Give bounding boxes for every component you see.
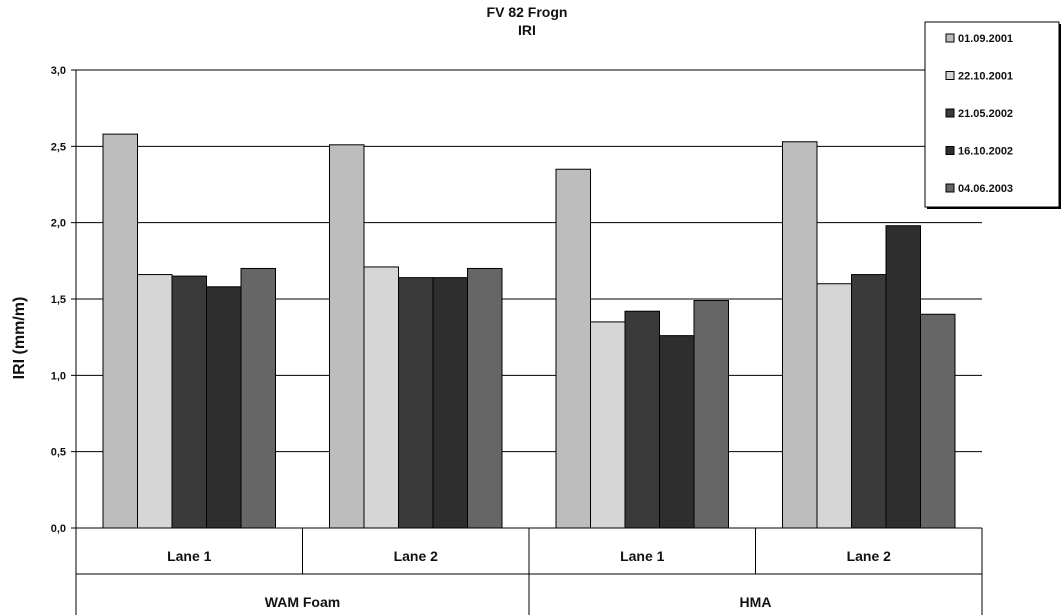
legend-swatch <box>945 183 955 193</box>
y-tick-label: 3,0 <box>51 65 66 77</box>
bar <box>885 225 921 529</box>
bar <box>171 275 207 529</box>
bar <box>137 274 173 529</box>
bar <box>624 310 660 529</box>
legend-label: 21.05.2002 <box>958 108 1013 120</box>
bar <box>432 277 468 529</box>
chart-subtitle: IRI <box>518 22 536 38</box>
category-label: Lane 1 <box>167 548 212 564</box>
legend-swatch <box>945 108 955 118</box>
y-tick-label: 1,5 <box>51 294 66 306</box>
chart-title: FV 82 Frogn <box>487 4 568 20</box>
bar <box>206 286 242 529</box>
legend-label: 04.06.2003 <box>958 183 1013 195</box>
bar <box>693 300 729 529</box>
bar <box>816 283 852 529</box>
group-label: WAM Foam <box>265 594 340 610</box>
bar <box>782 141 818 529</box>
bar <box>920 313 956 529</box>
legend-swatch <box>945 146 955 155</box>
bar <box>240 267 276 529</box>
bar <box>102 133 138 529</box>
y-tick-label: 0,5 <box>51 447 66 459</box>
bar <box>467 267 503 529</box>
bar <box>555 168 591 529</box>
category-label: Lane 1 <box>620 548 665 564</box>
y-tick-label: 0,0 <box>51 523 66 535</box>
bar <box>590 321 626 529</box>
y-tick-label: 1,0 <box>51 370 66 382</box>
y-tick-label: 2,0 <box>51 218 66 230</box>
bar <box>851 274 887 529</box>
legend-swatch <box>945 33 955 43</box>
legend-swatch <box>945 71 955 80</box>
legend-label: 01.09.2001 <box>958 33 1013 45</box>
y-tick-label: 2,5 <box>51 141 66 153</box>
category-label: Lane 2 <box>394 548 439 564</box>
category-label: Lane 2 <box>847 548 892 564</box>
bar <box>398 277 434 529</box>
bar <box>659 335 695 529</box>
bar <box>363 266 399 529</box>
bar <box>329 144 365 529</box>
y-axis-label: IRI (mm/m) <box>11 297 28 380</box>
group-label: HMA <box>740 594 772 610</box>
legend-label: 16.10.2002 <box>958 146 1013 158</box>
legend-label: 22.10.2001 <box>958 71 1013 83</box>
